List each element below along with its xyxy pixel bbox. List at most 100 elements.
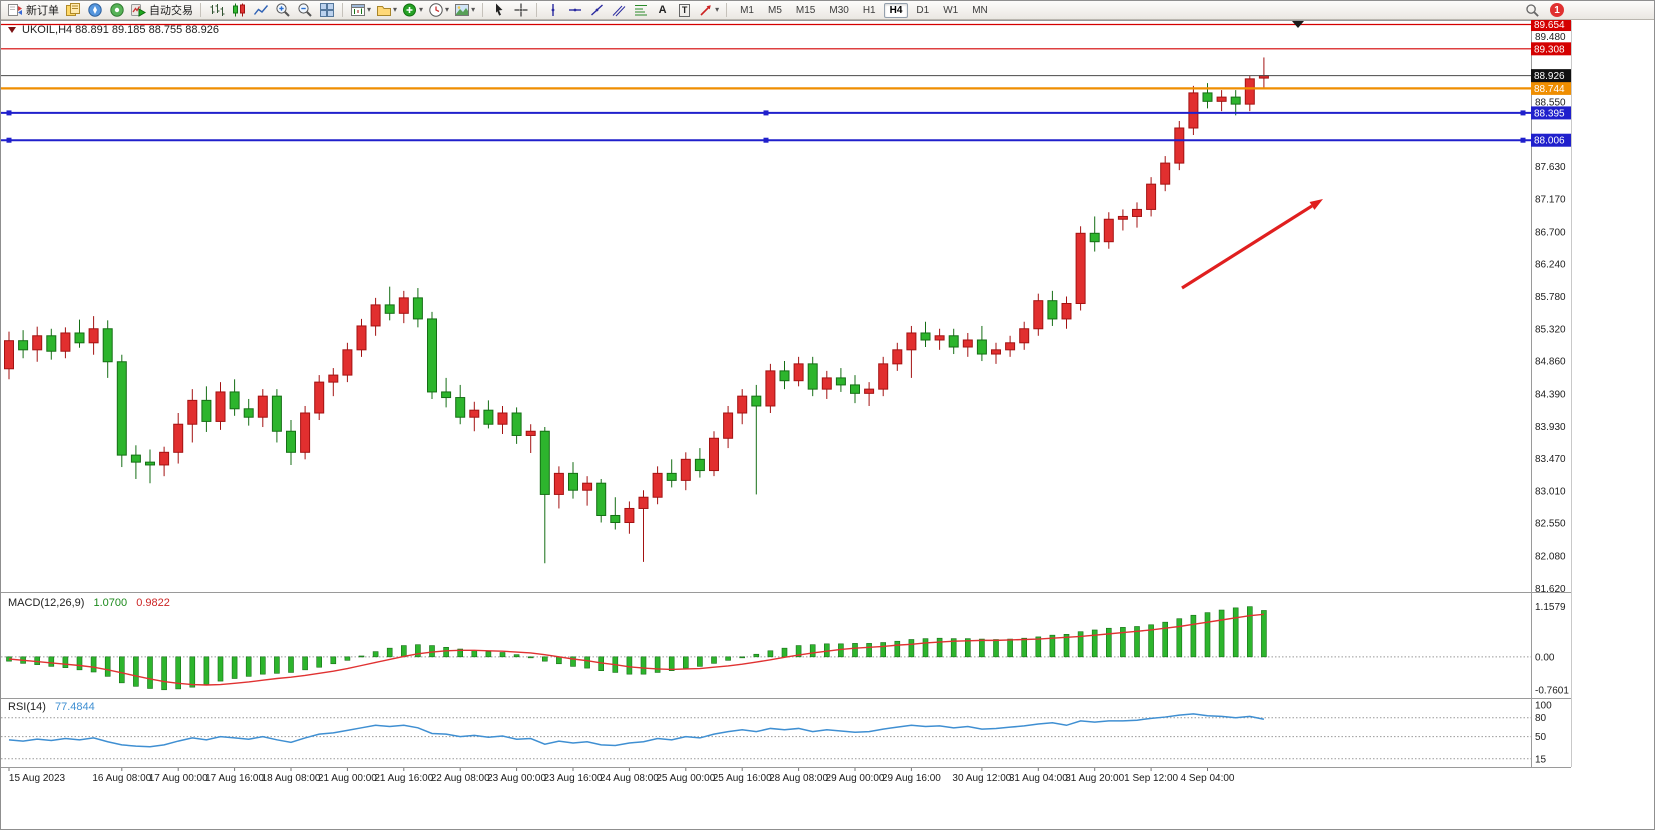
dropdown-caret-icon: ▾ <box>715 5 720 14</box>
new-chart-button[interactable]: ▾ <box>348 2 373 19</box>
time-axis-label: 25 Aug 16:00 <box>713 773 772 784</box>
notification-badge[interactable]: 1 <box>1550 3 1564 17</box>
new-order-icon <box>7 2 23 18</box>
community-button[interactable] <box>106 2 127 19</box>
dropdown-caret-icon: ▾ <box>445 5 450 14</box>
dropdown-caret-icon: ▾ <box>419 5 424 14</box>
candle-body <box>483 409 494 425</box>
line-handle[interactable] <box>763 110 769 116</box>
chart-menu-icon <box>8 27 16 33</box>
chart-shift-marker[interactable] <box>1292 21 1304 28</box>
candle-body <box>427 318 437 393</box>
macd-bar <box>175 656 181 690</box>
zoom-in-icon <box>275 2 291 18</box>
macd-bar <box>1190 614 1197 658</box>
candle-body <box>779 370 790 382</box>
candlestick-chart-button[interactable] <box>228 2 249 19</box>
timeframe-M30[interactable]: M30 <box>829 4 849 16</box>
text-tool-button[interactable]: A <box>652 2 673 19</box>
profiles-button[interactable]: ▾ <box>374 2 399 19</box>
periods-button[interactable]: ▾ <box>426 2 451 19</box>
search-button[interactable] <box>1522 2 1543 19</box>
timeframe-W1[interactable]: W1 <box>943 4 959 16</box>
zoom-out-icon <box>297 2 313 18</box>
candle-body <box>892 349 903 365</box>
market-watch-button[interactable] <box>62 2 83 19</box>
macd-bar <box>640 656 647 675</box>
timeframe-MN[interactable]: MN <box>972 4 988 16</box>
candle-body <box>187 399 198 425</box>
candle-body <box>342 349 353 376</box>
candle-body <box>525 430 536 436</box>
zoom-out-button[interactable] <box>294 2 315 19</box>
candle-body <box>906 332 917 351</box>
macd-bar <box>697 656 703 667</box>
indicators-button[interactable]: ▾ <box>400 2 425 19</box>
candle-body <box>835 377 846 386</box>
macd-bar <box>527 656 534 659</box>
candle-body <box>130 454 141 463</box>
macd-bar <box>274 656 280 674</box>
rsi-tick-label: 80 <box>1535 713 1547 724</box>
crosshair-tool-button[interactable] <box>510 2 531 19</box>
trend-arrow-head[interactable] <box>1309 199 1323 210</box>
timeframe-D1[interactable]: D1 <box>916 4 930 16</box>
label-tool-button[interactable]: T <box>674 2 695 19</box>
new-order-button[interactable]: 新订单 <box>5 2 61 19</box>
templates-icon <box>454 2 470 18</box>
price-marker <box>1531 42 1571 56</box>
candle-body <box>976 339 987 355</box>
trendline-tool-button[interactable] <box>586 2 607 19</box>
search-icon <box>1525 3 1540 18</box>
timeframe-M1[interactable]: M1 <box>740 4 754 16</box>
templates-button[interactable]: ▾ <box>452 2 477 19</box>
timeframe-H4[interactable]: H4 <box>883 2 909 18</box>
macd-bar <box>400 645 407 658</box>
time-axis-label: 4 Sep 04:00 <box>1181 773 1235 784</box>
fibonacci-tool-button[interactable] <box>630 2 651 19</box>
timeframe-H1[interactable]: H1 <box>862 4 876 16</box>
time-axis-label: 28 Aug 08:00 <box>769 773 828 784</box>
cursor-tool-button[interactable] <box>488 2 509 19</box>
macd-bar <box>809 644 816 658</box>
vertical-line-tool-button[interactable] <box>542 2 563 19</box>
line-handle[interactable] <box>6 137 12 143</box>
timeframe-M5[interactable]: M5 <box>768 4 782 16</box>
candle-body <box>46 335 57 352</box>
chart-title-text: UKOIL,H4 88.891 89.185 88.755 88.926 <box>22 24 219 36</box>
rsi-value: 77.4844 <box>54 701 95 713</box>
trend-arrow[interactable] <box>1181 204 1313 290</box>
rsi-tick-label: 15 <box>1535 754 1547 765</box>
line-handle[interactable] <box>1520 110 1526 116</box>
time-axis-label: 23 Aug 00:00 <box>487 773 546 784</box>
candle-body <box>582 482 593 491</box>
line-handle[interactable] <box>6 110 12 116</box>
tile-windows-button[interactable] <box>316 2 337 19</box>
bar-chart-button[interactable] <box>206 2 227 19</box>
macd-bar <box>654 656 661 673</box>
price-marker-label: 88.395 <box>1534 108 1565 119</box>
macd-bar <box>852 643 858 658</box>
chart-title: UKOIL,H4 88.891 89.185 88.755 88.926 <box>8 24 219 36</box>
tile-windows-icon <box>319 2 335 18</box>
macd-bar <box>556 656 562 665</box>
price-tick-label: 83.010 <box>1535 486 1566 497</box>
line-chart-button[interactable] <box>250 2 271 19</box>
timeframe-M15[interactable]: M15 <box>795 4 816 16</box>
channel-tool-button[interactable] <box>608 2 629 19</box>
fibonacci-icon <box>633 2 649 18</box>
rsi-line <box>8 713 1265 748</box>
line-chart-icon <box>253 2 269 18</box>
zoom-in-button[interactable] <box>272 2 293 19</box>
candle-body <box>18 340 29 351</box>
toolbar-separator <box>482 3 484 17</box>
navigator-button[interactable] <box>84 2 105 19</box>
line-handle[interactable] <box>1520 137 1526 143</box>
macd-bar <box>936 637 943 658</box>
macd-value: 1.0700 <box>93 597 128 609</box>
line-handle[interactable] <box>763 137 769 143</box>
arrows-tool-button[interactable]: ▾ <box>696 2 721 19</box>
autotrading-button[interactable]: 自动交易 <box>128 2 195 19</box>
horizontal-line-tool-button[interactable] <box>564 2 585 19</box>
